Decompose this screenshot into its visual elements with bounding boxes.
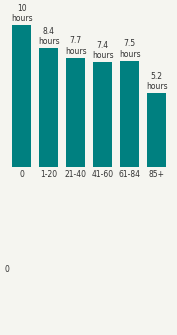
Bar (147, 93, 166, 167)
Text: 5.2
hours: 5.2 hours (146, 72, 167, 91)
Text: 10
hours: 10 hours (11, 4, 33, 23)
Text: 8.4
hours: 8.4 hours (38, 26, 59, 46)
Bar (120, 61, 139, 167)
Bar (39, 48, 58, 167)
Text: 7.7
hours: 7.7 hours (65, 37, 87, 56)
Bar (66, 58, 85, 167)
Text: 7.5
hours: 7.5 hours (119, 39, 141, 59)
Text: 0: 0 (4, 265, 9, 274)
Bar (93, 62, 112, 167)
Text: 7.4
hours: 7.4 hours (92, 41, 113, 60)
Bar (12, 25, 31, 167)
